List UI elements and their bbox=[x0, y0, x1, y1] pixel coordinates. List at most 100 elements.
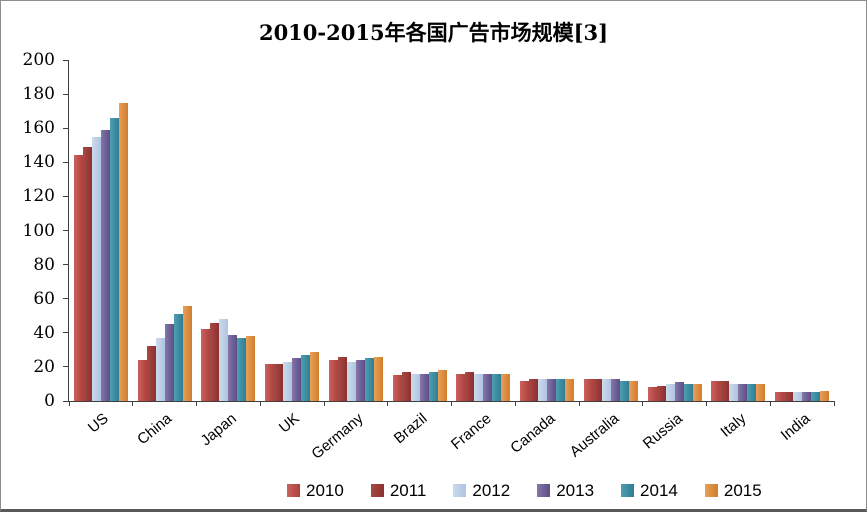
bar-australia-2011 bbox=[592, 378, 602, 401]
bar-russia-2012 bbox=[665, 383, 675, 401]
bar-france-2011 bbox=[465, 372, 475, 401]
legend-label-2013: 2013 bbox=[556, 481, 595, 500]
x-category-label-germany: Germany bbox=[308, 410, 367, 463]
x-axis-tick bbox=[578, 401, 580, 406]
x-category-label-russia: Russia bbox=[639, 410, 686, 453]
y-axis-tick-label: 20 bbox=[33, 356, 55, 377]
bar-australia-2015 bbox=[628, 380, 638, 401]
bar-india-2010 bbox=[775, 392, 785, 401]
x-axis-tick bbox=[387, 401, 389, 406]
bar-france-2014 bbox=[492, 373, 502, 401]
bar-france-2013 bbox=[483, 373, 493, 401]
bar-france-2012 bbox=[474, 373, 484, 401]
y-axis-tick-label: 40 bbox=[33, 322, 55, 343]
bar-group-france: France bbox=[448, 60, 516, 453]
x-axis-tick bbox=[833, 401, 835, 406]
bar-us-2014 bbox=[109, 117, 119, 401]
bar-us-2010 bbox=[73, 155, 83, 401]
x-category-label-canada: Canada bbox=[506, 410, 559, 457]
legend-label-2011: 2011 bbox=[389, 481, 427, 500]
x-axis-tick bbox=[451, 401, 452, 406]
y-axis-tick-label: 200 bbox=[22, 50, 55, 70]
x-axis-tick bbox=[769, 401, 771, 406]
y-axis-tick bbox=[63, 332, 68, 334]
bar-uk-2010 bbox=[265, 363, 275, 401]
bar-brazil-2013 bbox=[419, 373, 429, 401]
bar-india-2014 bbox=[811, 392, 821, 401]
x-category-label-australia: Australia bbox=[566, 410, 622, 461]
bar-group-australia: Australia bbox=[566, 60, 643, 461]
bar-japan-2012 bbox=[219, 319, 229, 401]
y-axis-tick bbox=[63, 93, 68, 95]
bar-russia-2014 bbox=[683, 383, 693, 401]
bar-india-2012 bbox=[793, 392, 803, 401]
y-axis-tick bbox=[63, 161, 68, 163]
bar-brazil-2011 bbox=[401, 372, 411, 401]
bar-india-2015 bbox=[820, 390, 830, 401]
x-category-label-france: France bbox=[447, 410, 495, 454]
bar-group-india: India bbox=[770, 60, 834, 444]
bar-japan-2010 bbox=[201, 329, 211, 401]
y-axis-tick-label: 120 bbox=[22, 186, 55, 207]
bar-group-brazil: Brazil bbox=[388, 60, 452, 447]
bar-group-italy: Italy bbox=[707, 60, 771, 441]
legend-label-2015: 2015 bbox=[723, 481, 762, 500]
bar-germany-2015 bbox=[373, 356, 383, 401]
legend-swatch-2013 bbox=[537, 484, 551, 497]
bar-italy-2014 bbox=[747, 383, 757, 401]
y-axis-tick bbox=[63, 127, 68, 129]
y-axis-tick bbox=[63, 298, 68, 300]
bar-india-2013 bbox=[802, 392, 812, 401]
bar-japan-2014 bbox=[237, 337, 247, 401]
bar-italy-2013 bbox=[738, 383, 748, 401]
bar-brazil-2015 bbox=[437, 370, 447, 401]
bar-uk-2015 bbox=[310, 351, 320, 401]
y-axis-tick-label: 160 bbox=[22, 118, 55, 139]
bar-group-us: US bbox=[69, 60, 133, 436]
bar-canada-2013 bbox=[547, 378, 557, 401]
bar-germany-2012 bbox=[346, 361, 356, 401]
bar-brazil-2012 bbox=[410, 373, 420, 401]
bar-us-2015 bbox=[118, 102, 128, 401]
bar-italy-2012 bbox=[729, 383, 739, 401]
bar-china-2011 bbox=[146, 346, 156, 401]
bar-germany-2013 bbox=[355, 360, 365, 401]
x-axis-tick bbox=[642, 401, 644, 406]
bar-uk-2012 bbox=[283, 361, 293, 401]
bar-china-2014 bbox=[173, 314, 183, 401]
bar-germany-2011 bbox=[337, 356, 347, 401]
bar-russia-2011 bbox=[656, 385, 666, 401]
bar-group-japan: Japan bbox=[197, 60, 261, 449]
x-category-label-us: US bbox=[84, 410, 112, 437]
legend-swatch-2012 bbox=[453, 484, 467, 497]
y-axis-tick bbox=[63, 195, 68, 197]
bar-australia-2010 bbox=[583, 378, 593, 401]
y-axis-tick-label: 60 bbox=[33, 288, 55, 309]
bar-canada-2011 bbox=[529, 378, 539, 401]
bar-group-china: China bbox=[133, 60, 197, 448]
bar-china-2012 bbox=[155, 337, 165, 401]
legend-label-2014: 2014 bbox=[640, 481, 678, 500]
bar-groups-container: US China Japan UK Germany Brazil France Canada A… bbox=[69, 60, 834, 463]
x-axis-tick bbox=[514, 401, 516, 406]
bar-germany-2010 bbox=[328, 360, 338, 401]
y-axis-tick-label: 80 bbox=[33, 254, 55, 275]
bar-russia-2010 bbox=[647, 387, 657, 401]
x-axis-tick bbox=[323, 401, 325, 406]
legend-swatch-2010 bbox=[287, 484, 300, 497]
x-category-label-brazil: Brazil bbox=[390, 410, 431, 448]
legend: 2010 2011 2012 2013 2014 2015 bbox=[287, 482, 762, 499]
legend-item-2012: 2012 bbox=[453, 482, 510, 499]
bar-group-russia: Russia bbox=[639, 60, 707, 453]
y-axis-tick bbox=[63, 59, 68, 61]
legend-label-2012: 2012 bbox=[472, 481, 511, 500]
y-axis-tick-label: 100 bbox=[22, 220, 55, 241]
bar-brazil-2014 bbox=[428, 372, 438, 401]
legend-label-2010: 2010 bbox=[306, 481, 344, 500]
x-category-label-india: India bbox=[777, 410, 814, 444]
y-axis-tick-label: 140 bbox=[22, 152, 55, 173]
bar-japan-2015 bbox=[246, 336, 256, 401]
y-axis-line bbox=[68, 60, 69, 401]
bar-australia-2012 bbox=[601, 378, 611, 401]
legend-swatch-2014 bbox=[621, 484, 635, 497]
